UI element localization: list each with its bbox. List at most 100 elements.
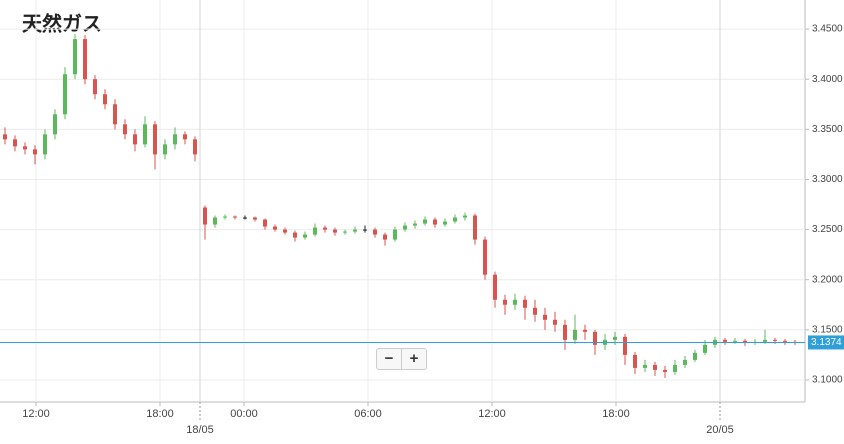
candle-body: [383, 234, 387, 240]
zoom-out-button[interactable]: −: [384, 350, 394, 367]
candle-body: [293, 232, 297, 238]
candle-body: [53, 114, 57, 135]
zoom-controls: − +: [376, 348, 427, 370]
day-label: 20/05: [706, 424, 734, 436]
candle-body: [643, 364, 647, 368]
candle-body: [763, 339, 767, 342]
candle-body: [433, 219, 437, 225]
candle-body: [523, 299, 527, 308]
candle-body: [363, 229, 367, 231]
candle-body: [253, 217, 257, 220]
y-tick-label: 3.2000: [812, 274, 843, 285]
candle-body: [743, 340, 747, 343]
y-tick-label: 3.4500: [812, 24, 843, 35]
candle-body: [103, 94, 107, 105]
candle-body: [313, 227, 317, 235]
y-tick-label: 3.3000: [812, 174, 843, 185]
candle-body: [83, 39, 87, 80]
x-tick-label: 12:00: [22, 408, 50, 420]
y-tick-label: 3.1500: [812, 324, 843, 335]
candle-body: [113, 104, 117, 125]
candle-body: [273, 226, 277, 230]
y-tick-label: 3.4000: [812, 74, 843, 85]
x-tick-label: 00:00: [230, 408, 258, 420]
candle-body: [653, 364, 657, 370]
candle-body: [413, 223, 417, 226]
candle-body: [233, 216, 237, 218]
candle-body: [23, 146, 27, 150]
candle-body: [223, 216, 227, 218]
candle-body: [123, 124, 127, 135]
candle-body: [473, 215, 477, 240]
y-tick-label: 3.2500: [812, 224, 843, 235]
candle-body: [43, 134, 47, 155]
candle-body: [133, 134, 137, 145]
candle-body: [153, 124, 157, 155]
candle-body: [693, 352, 697, 360]
candle-body: [513, 299, 517, 305]
candle-body: [283, 229, 287, 233]
candle-body: [613, 336, 617, 340]
candle-body: [563, 324, 567, 340]
zoom-in-button[interactable]: +: [401, 349, 426, 369]
y-tick-label: 3.3500: [812, 124, 843, 135]
candle-body: [93, 79, 97, 95]
candle-body: [243, 217, 247, 219]
candle-body: [463, 215, 467, 218]
candle-body: [353, 229, 357, 232]
candle-body: [393, 229, 397, 240]
candle-body: [533, 307, 537, 315]
candle-body: [203, 207, 207, 225]
candle-body: [403, 225, 407, 230]
candle-body: [143, 124, 147, 145]
candle-body: [573, 329, 577, 340]
candle-body: [63, 74, 67, 115]
candle-body: [443, 221, 447, 225]
candle-body: [13, 139, 17, 147]
candle-body: [583, 329, 587, 332]
day-label: 18/05: [186, 424, 214, 436]
candle-body: [423, 219, 427, 224]
candle-body: [323, 227, 327, 230]
candle-body: [733, 340, 737, 342]
candle-body: [483, 239, 487, 275]
candle-body: [373, 229, 377, 235]
chart-title: 天然ガス: [22, 11, 102, 35]
candle-body: [73, 39, 77, 75]
candle-body: [263, 219, 267, 227]
candle-body: [553, 319, 557, 325]
candle-body: [633, 354, 637, 368]
candle-body: [683, 359, 687, 365]
candle-body: [213, 217, 217, 225]
candle-body: [673, 364, 677, 372]
candle-body: [163, 144, 167, 155]
candle-body: [773, 339, 777, 341]
candle-body: [503, 299, 507, 305]
candle-body: [33, 149, 37, 155]
candle-body: [173, 134, 177, 145]
last-price-box: [808, 335, 844, 350]
x-tick-label: 06:00: [354, 408, 382, 420]
candle-body: [723, 339, 727, 342]
candle-body: [183, 134, 187, 140]
candle-body: [193, 139, 197, 155]
candle-body: [3, 134, 7, 140]
candle-body: [453, 217, 457, 222]
candle-body: [343, 231, 347, 233]
candle-body: [543, 314, 547, 320]
candle-body: [703, 344, 707, 353]
candle-body: [593, 331, 597, 345]
y-tick-label: 3.1000: [812, 375, 843, 386]
candle-body: [303, 234, 307, 238]
candle-body: [493, 274, 497, 300]
x-tick-label: 12:00: [478, 408, 506, 420]
last-price-label: 3.1374: [811, 337, 842, 348]
x-tick-label: 18:00: [146, 408, 174, 420]
candle-body: [663, 369, 667, 372]
x-tick-label: 18:00: [602, 408, 630, 420]
candle-body: [623, 336, 627, 355]
candle-body: [333, 229, 337, 233]
candle-body: [783, 340, 787, 342]
